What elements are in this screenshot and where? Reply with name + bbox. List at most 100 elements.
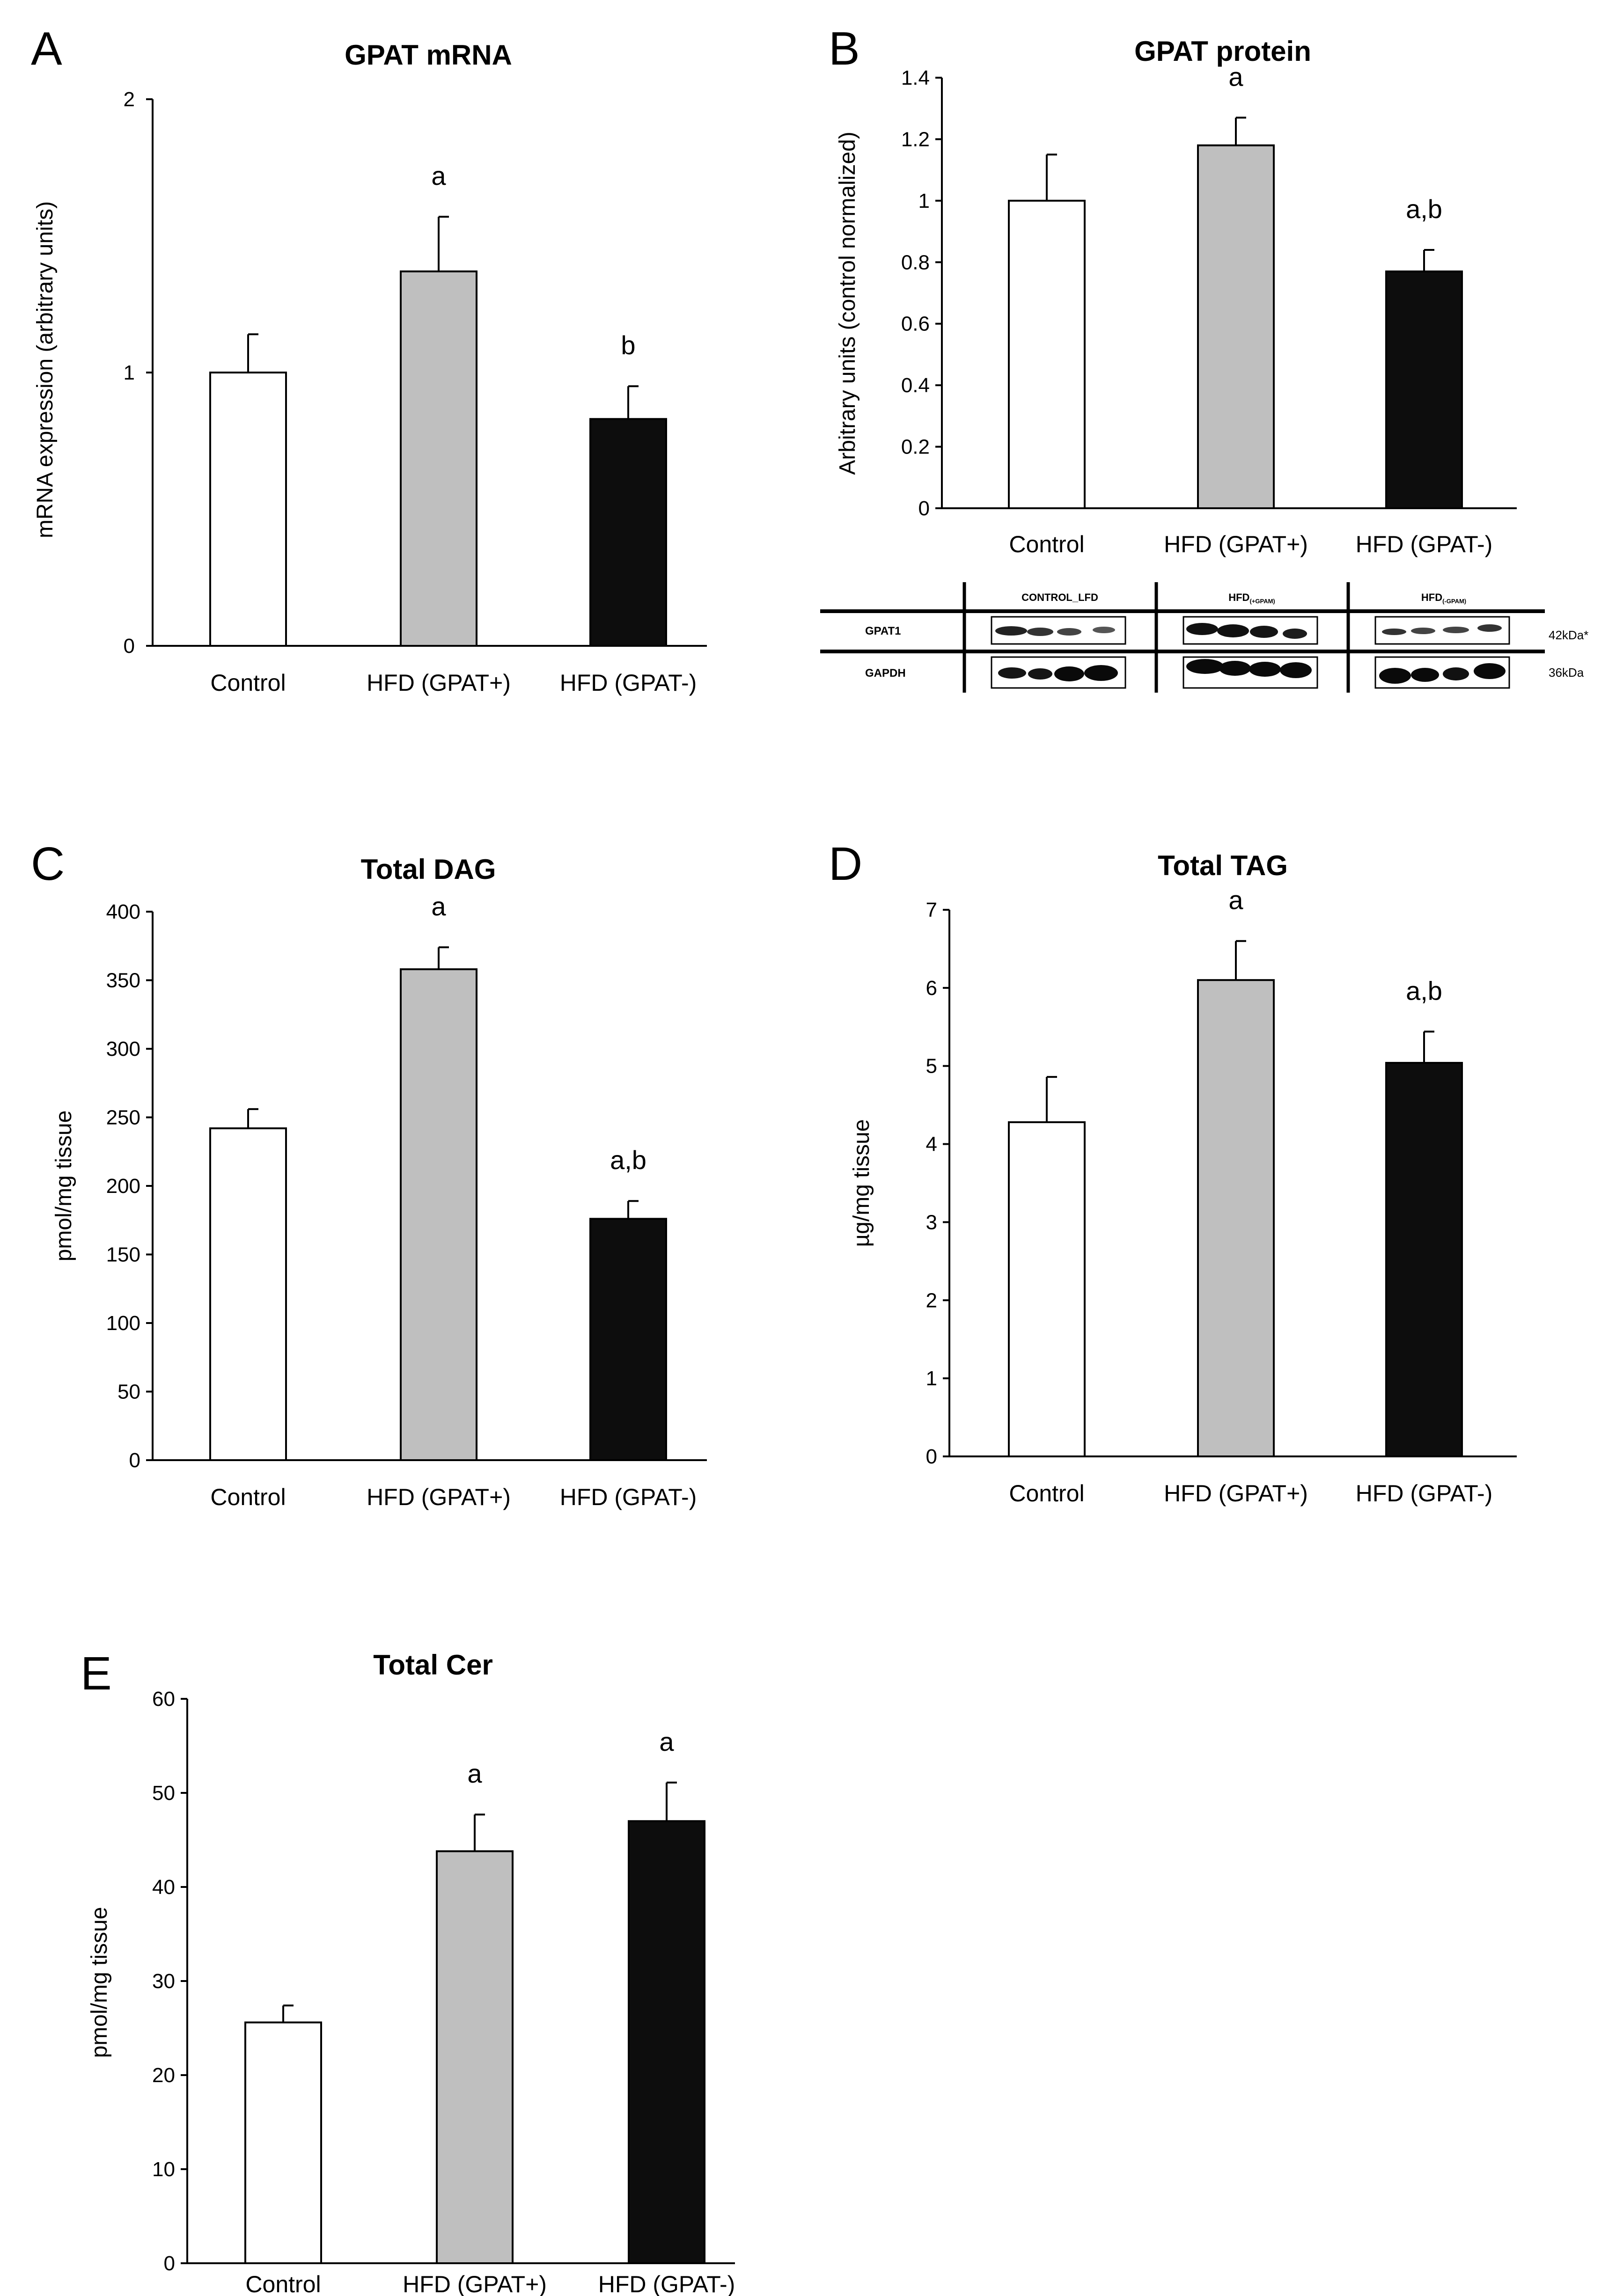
panel-b-chart: B GPAT protein Arbitrary units (control n… (829, 22, 1517, 557)
blot-band (1379, 668, 1411, 684)
panel-letter-c: C (31, 838, 65, 890)
blot-band (1249, 662, 1281, 677)
panel-letter-a: A (31, 22, 62, 75)
panel-e-chart: E Total Cer pmol/mg tissue 0 10 20 30 40 50 60 Co… (81, 1647, 735, 2296)
significance-label: a,b (610, 1145, 646, 1175)
blot-band (1411, 628, 1435, 634)
y-tick-label: 10 (152, 2158, 175, 2181)
chart-title: GPAT protein (1134, 36, 1311, 67)
y-axis-label: µg/mg tissue (849, 1119, 874, 1247)
blot-band (998, 667, 1026, 679)
bar (209, 372, 287, 647)
blot-size-42kda: 42kDa* (1549, 628, 1588, 642)
bar (400, 968, 477, 1461)
y-tick-label: 0.2 (901, 436, 930, 459)
blot-size-36kda: 36kDa (1549, 665, 1584, 680)
y-tick-label: 2 (926, 1289, 937, 1312)
y-tick-label: 7 (926, 899, 937, 921)
bar (1008, 199, 1086, 510)
y-tick-label: 150 (106, 1243, 140, 1266)
blot-group-label: HFD(+GPAM) (1228, 592, 1275, 605)
blot-group-label: HFD(-GPAM) (1421, 592, 1466, 605)
x-tick-label: HFD (GPAT-) (1356, 531, 1493, 557)
y-tick-label: 350 (106, 969, 140, 992)
y-tick-label: 250 (106, 1106, 140, 1129)
blot-band (1474, 663, 1506, 679)
bar (589, 418, 667, 647)
y-axis-label: Arbitrary units (control normalized) (835, 132, 860, 475)
y-tick-label: 50 (152, 1782, 175, 1805)
x-tick-label: Control (245, 2271, 321, 2296)
y-tick-label: 1 (124, 361, 135, 384)
chart-title: Total Cer (373, 1649, 493, 1681)
bar (1197, 144, 1275, 510)
panel-letter-e: E (81, 1647, 112, 1700)
blot-band (1217, 624, 1249, 637)
y-tick-label: 5 (926, 1055, 937, 1078)
blot-band (1084, 665, 1118, 681)
bar (589, 1218, 667, 1462)
chart-title: Total DAG (361, 854, 496, 885)
blot-row-label-gpat1: GPAT1 (865, 625, 901, 637)
panel-d-chart: D Total TAG µg/mg tissue 0 1 2 3 4 5 6 7 Control a H… (829, 838, 1517, 1506)
bar (1385, 1062, 1463, 1458)
blot-band (1477, 624, 1502, 632)
blot-band (1443, 667, 1469, 680)
y-tick-label: 200 (106, 1175, 140, 1198)
panel-a-chart: A GPAT mRNA mRNA expression (arbitrary un… (31, 22, 707, 696)
x-tick-label: HFD (GPAT-) (1356, 1480, 1493, 1506)
blot-group-label: CONTROL_LFD (1021, 592, 1098, 603)
x-tick-label: HFD (GPAT+) (1164, 1480, 1308, 1506)
blot-band (1186, 623, 1218, 635)
blot-group-name: HFD (1228, 592, 1249, 603)
significance-label: a (1228, 885, 1243, 915)
blot-band (1250, 626, 1278, 638)
blot-band (995, 626, 1027, 636)
y-tick-label: 300 (106, 1038, 140, 1060)
significance-label: a (1228, 62, 1243, 91)
blot-band (1219, 661, 1251, 676)
y-tick-label: 0.6 (901, 313, 930, 336)
chart-title: Total TAG (1158, 850, 1288, 881)
x-tick-label: Control (210, 670, 286, 696)
y-tick-label: 100 (106, 1312, 140, 1335)
bar (1008, 1121, 1086, 1457)
bar (1197, 979, 1275, 1457)
blot-band (1054, 666, 1084, 681)
panel-c-chart: C Total DAG pmol/mg tissue 0 50 100 150 200 250… (31, 838, 707, 1510)
y-tick-label: 40 (152, 1876, 175, 1899)
blot-group-subscript: (-GPAM) (1442, 598, 1466, 605)
bar (209, 1127, 287, 1461)
blot-band (1283, 629, 1307, 639)
bar (1385, 271, 1463, 509)
significance-label: a (467, 1759, 482, 1788)
blot-band (1443, 627, 1469, 633)
x-tick-label: HFD (GPAT+) (367, 1484, 511, 1510)
blot-group-subscript: (+GPAM) (1249, 598, 1275, 605)
y-tick-label: 60 (152, 1688, 175, 1711)
blot-group-name: HFD (1421, 592, 1442, 603)
y-tick-label: 0.4 (901, 374, 930, 397)
bar (628, 1820, 705, 2265)
y-tick-label: 1 (926, 1367, 937, 1390)
significance-label: a,b (1406, 194, 1442, 224)
y-axis-label: pmol/mg tissue (51, 1111, 76, 1262)
y-tick-label: 1.2 (901, 128, 930, 151)
significance-label: a,b (1406, 976, 1442, 1005)
y-tick-label: 4 (926, 1133, 937, 1156)
blot-band (1280, 662, 1312, 678)
significance-label: a (431, 161, 446, 190)
blot-band (1028, 668, 1052, 680)
bar (400, 270, 477, 647)
y-tick-label: 0 (129, 1449, 140, 1472)
significance-label: a (659, 1727, 674, 1756)
x-tick-label: HFD (GPAT-) (560, 1484, 697, 1510)
x-tick-label: HFD (GPAT+) (1164, 531, 1308, 557)
y-tick-label: 2 (124, 88, 135, 111)
blot-band (1382, 629, 1406, 635)
blot-band (1027, 628, 1053, 636)
y-axis-label: mRNA expression (arbitrary units) (33, 201, 58, 538)
chart-title: GPAT mRNA (345, 39, 512, 71)
y-tick-label: 0 (918, 497, 930, 520)
